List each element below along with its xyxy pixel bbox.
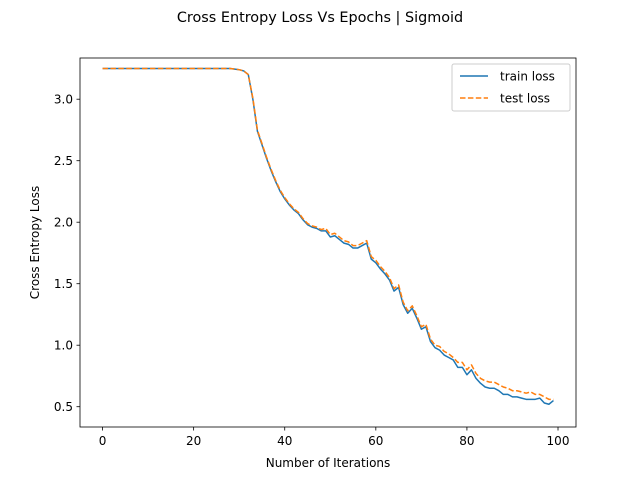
chart-title: Cross Entropy Loss Vs Epochs | Sigmoid [177,10,463,26]
x-tick-label: 20 [186,434,201,448]
y-axis-label: Cross Entropy Loss [28,186,42,299]
legend: train loss test loss [451,63,571,112]
y-tick-label: 2.0 [54,216,73,230]
axes-frame [79,57,577,428]
y-tick-label: 2.5 [54,154,73,168]
series-line-test-loss [102,67,554,401]
x-axis-label: Number of Iterations [266,456,391,470]
legend-label-train-loss: train loss [500,70,555,84]
y-tick-label: 3.0 [54,93,73,107]
ticks-layer: 0 20 40 60 80 100 0.5 1.0 1.5 2.0 2.5 3.0 [54,93,570,448]
x-tick-label: 80 [459,434,474,448]
x-tick-label: 60 [368,434,383,448]
y-tick-label: 1.5 [54,277,73,291]
x-tick-label: 40 [277,434,292,448]
series-layer [102,67,554,405]
y-tick-label: 1.0 [54,339,73,353]
x-tick-label: 0 [99,434,107,448]
x-tick-label: 100 [547,434,570,448]
legend-label-test-loss: test loss [500,92,550,106]
y-tick-label: 0.5 [54,400,73,414]
